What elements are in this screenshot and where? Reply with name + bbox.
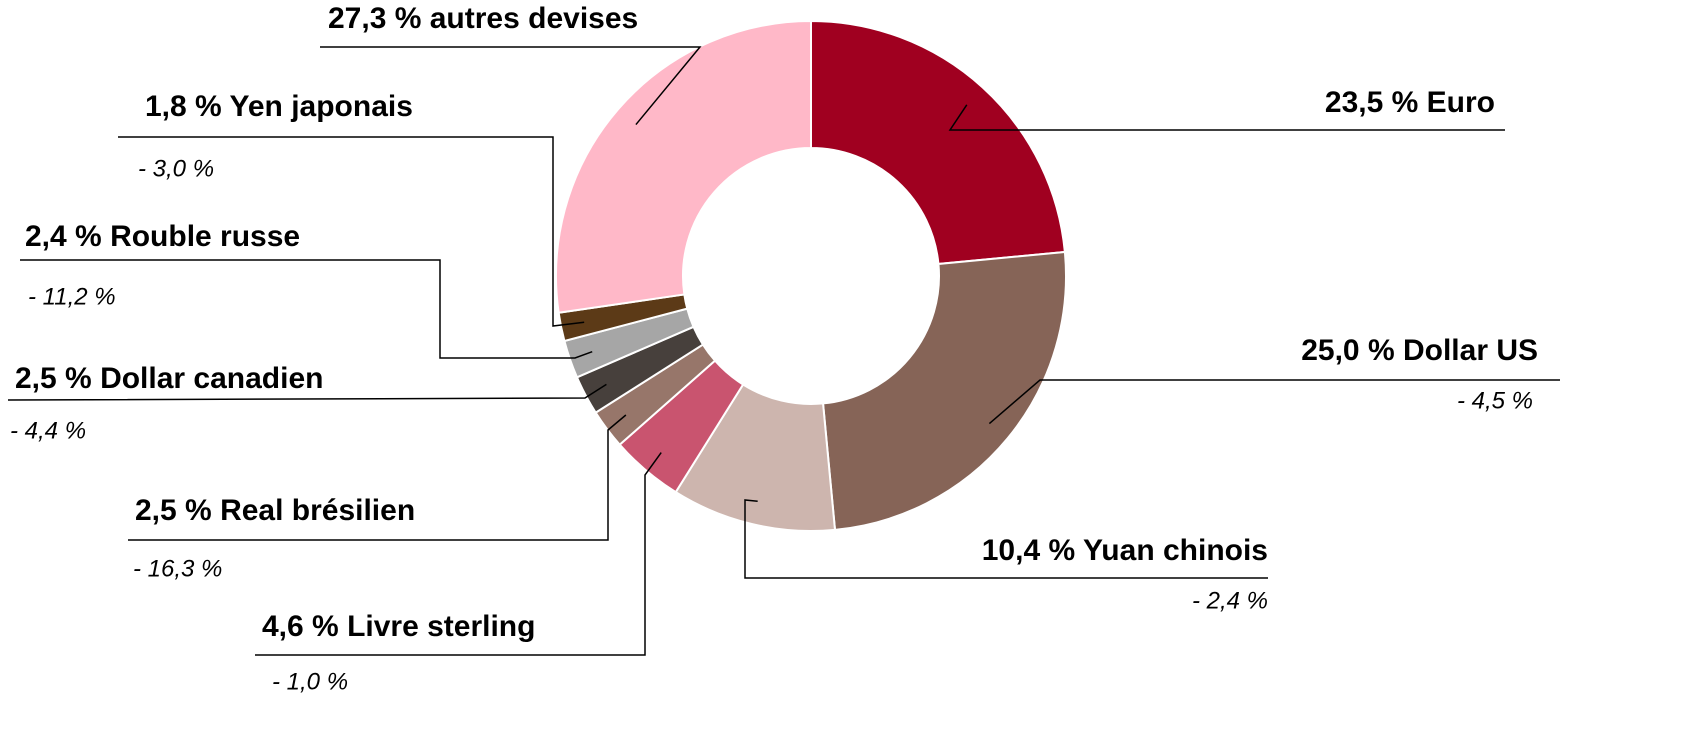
slice-label: 4,6 % Livre sterling xyxy=(262,610,535,643)
value-label: 25,0 % xyxy=(1301,334,1394,367)
category-label: Dollar canadien xyxy=(100,362,323,395)
slice-label: 1,8 % Yen japonais xyxy=(145,90,413,123)
change-label: - 2,4 % xyxy=(1192,587,1268,614)
category-label: Yen japonais xyxy=(230,90,413,123)
change-label: - 11,2 % xyxy=(28,283,116,310)
slice-label: 2,5 % Dollar canadien xyxy=(15,362,323,395)
change-label: - 3,0 % xyxy=(138,155,214,182)
value-label: 2,5 % xyxy=(135,494,212,527)
change-label: - 16,3 % xyxy=(133,555,222,582)
leader-line xyxy=(7,383,607,401)
value-label: 1,8 % xyxy=(145,90,222,123)
leader-line xyxy=(988,379,1560,425)
leader-line xyxy=(320,46,702,126)
value-label: 2,5 % xyxy=(15,362,92,395)
change-label: - 1,0 % xyxy=(272,668,348,695)
slice xyxy=(821,250,1067,531)
value-label: 23,5 % xyxy=(1325,86,1418,119)
value-label: 2,4 % xyxy=(25,220,102,253)
category-label: Livre sterling xyxy=(347,610,535,643)
slice xyxy=(555,19,812,314)
leader-line xyxy=(948,104,1505,131)
leader-line xyxy=(744,499,1268,579)
change-label: - 4,5 % xyxy=(1457,387,1533,414)
slice-label: 23,5 % Euro xyxy=(1325,86,1495,119)
leader-line xyxy=(128,414,627,541)
category-label: Euro xyxy=(1427,86,1495,119)
value-label: 10,4 % xyxy=(982,534,1075,567)
slice-label: 2,5 % Real brésilien xyxy=(135,494,415,527)
category-label: Dollar US xyxy=(1403,334,1538,367)
value-label: 27,3 % xyxy=(328,2,421,35)
slice-label: 27,3 % autres devises xyxy=(328,2,638,35)
leader-line xyxy=(20,259,593,359)
value-label: 4,6 % xyxy=(262,610,339,643)
leader-line xyxy=(255,452,662,656)
category-label: Yuan chinois xyxy=(1083,534,1268,567)
slice-label: 10,4 % Yuan chinois xyxy=(982,534,1268,567)
slice xyxy=(810,19,1066,266)
category-label: Real brésilien xyxy=(220,494,415,527)
category-label: autres devises xyxy=(430,2,638,35)
slice-label: 25,0 % Dollar US xyxy=(1301,334,1538,367)
category-label: Rouble russe xyxy=(110,220,300,253)
leader-line xyxy=(118,136,585,327)
slice-label: 2,4 % Rouble russe xyxy=(25,220,300,253)
change-label: - 4,4 % xyxy=(10,417,86,444)
